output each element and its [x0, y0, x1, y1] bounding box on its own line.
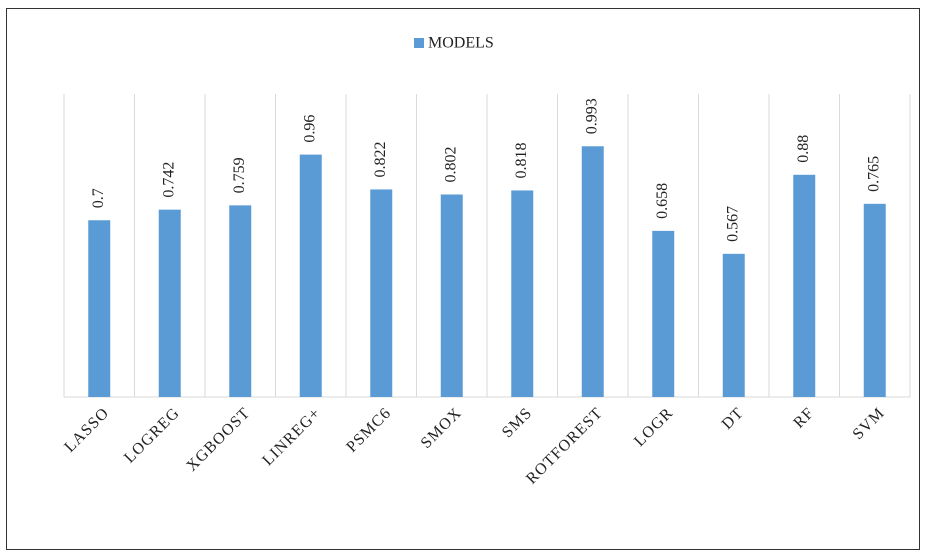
- bar: [370, 189, 393, 397]
- bar: [511, 190, 534, 397]
- data-label: 0.818: [513, 142, 530, 178]
- bar: [229, 205, 252, 397]
- bar: [158, 209, 181, 397]
- bar: [88, 220, 111, 397]
- data-label: 0.802: [442, 146, 459, 182]
- bar: [793, 174, 816, 397]
- bar: [581, 146, 604, 397]
- data-label: 0.759: [231, 157, 248, 193]
- data-label: 0.658: [654, 183, 671, 219]
- data-label: 0.742: [160, 162, 177, 198]
- bar: [722, 253, 745, 397]
- data-label: 0.765: [865, 156, 882, 192]
- data-label: 0.88: [795, 135, 812, 163]
- bar: [652, 230, 675, 397]
- bar: [299, 154, 322, 397]
- data-label: 0.7: [90, 188, 107, 208]
- data-label: 0.567: [724, 206, 741, 242]
- bar: [863, 203, 886, 397]
- bar: [440, 194, 463, 397]
- data-label: 0.96: [301, 115, 318, 143]
- data-label: 0.822: [372, 141, 389, 177]
- legend-label: MODELS: [428, 35, 494, 52]
- chart-border: [6, 8, 920, 550]
- data-label: 0.993: [583, 98, 600, 134]
- legend-swatch: [414, 38, 424, 48]
